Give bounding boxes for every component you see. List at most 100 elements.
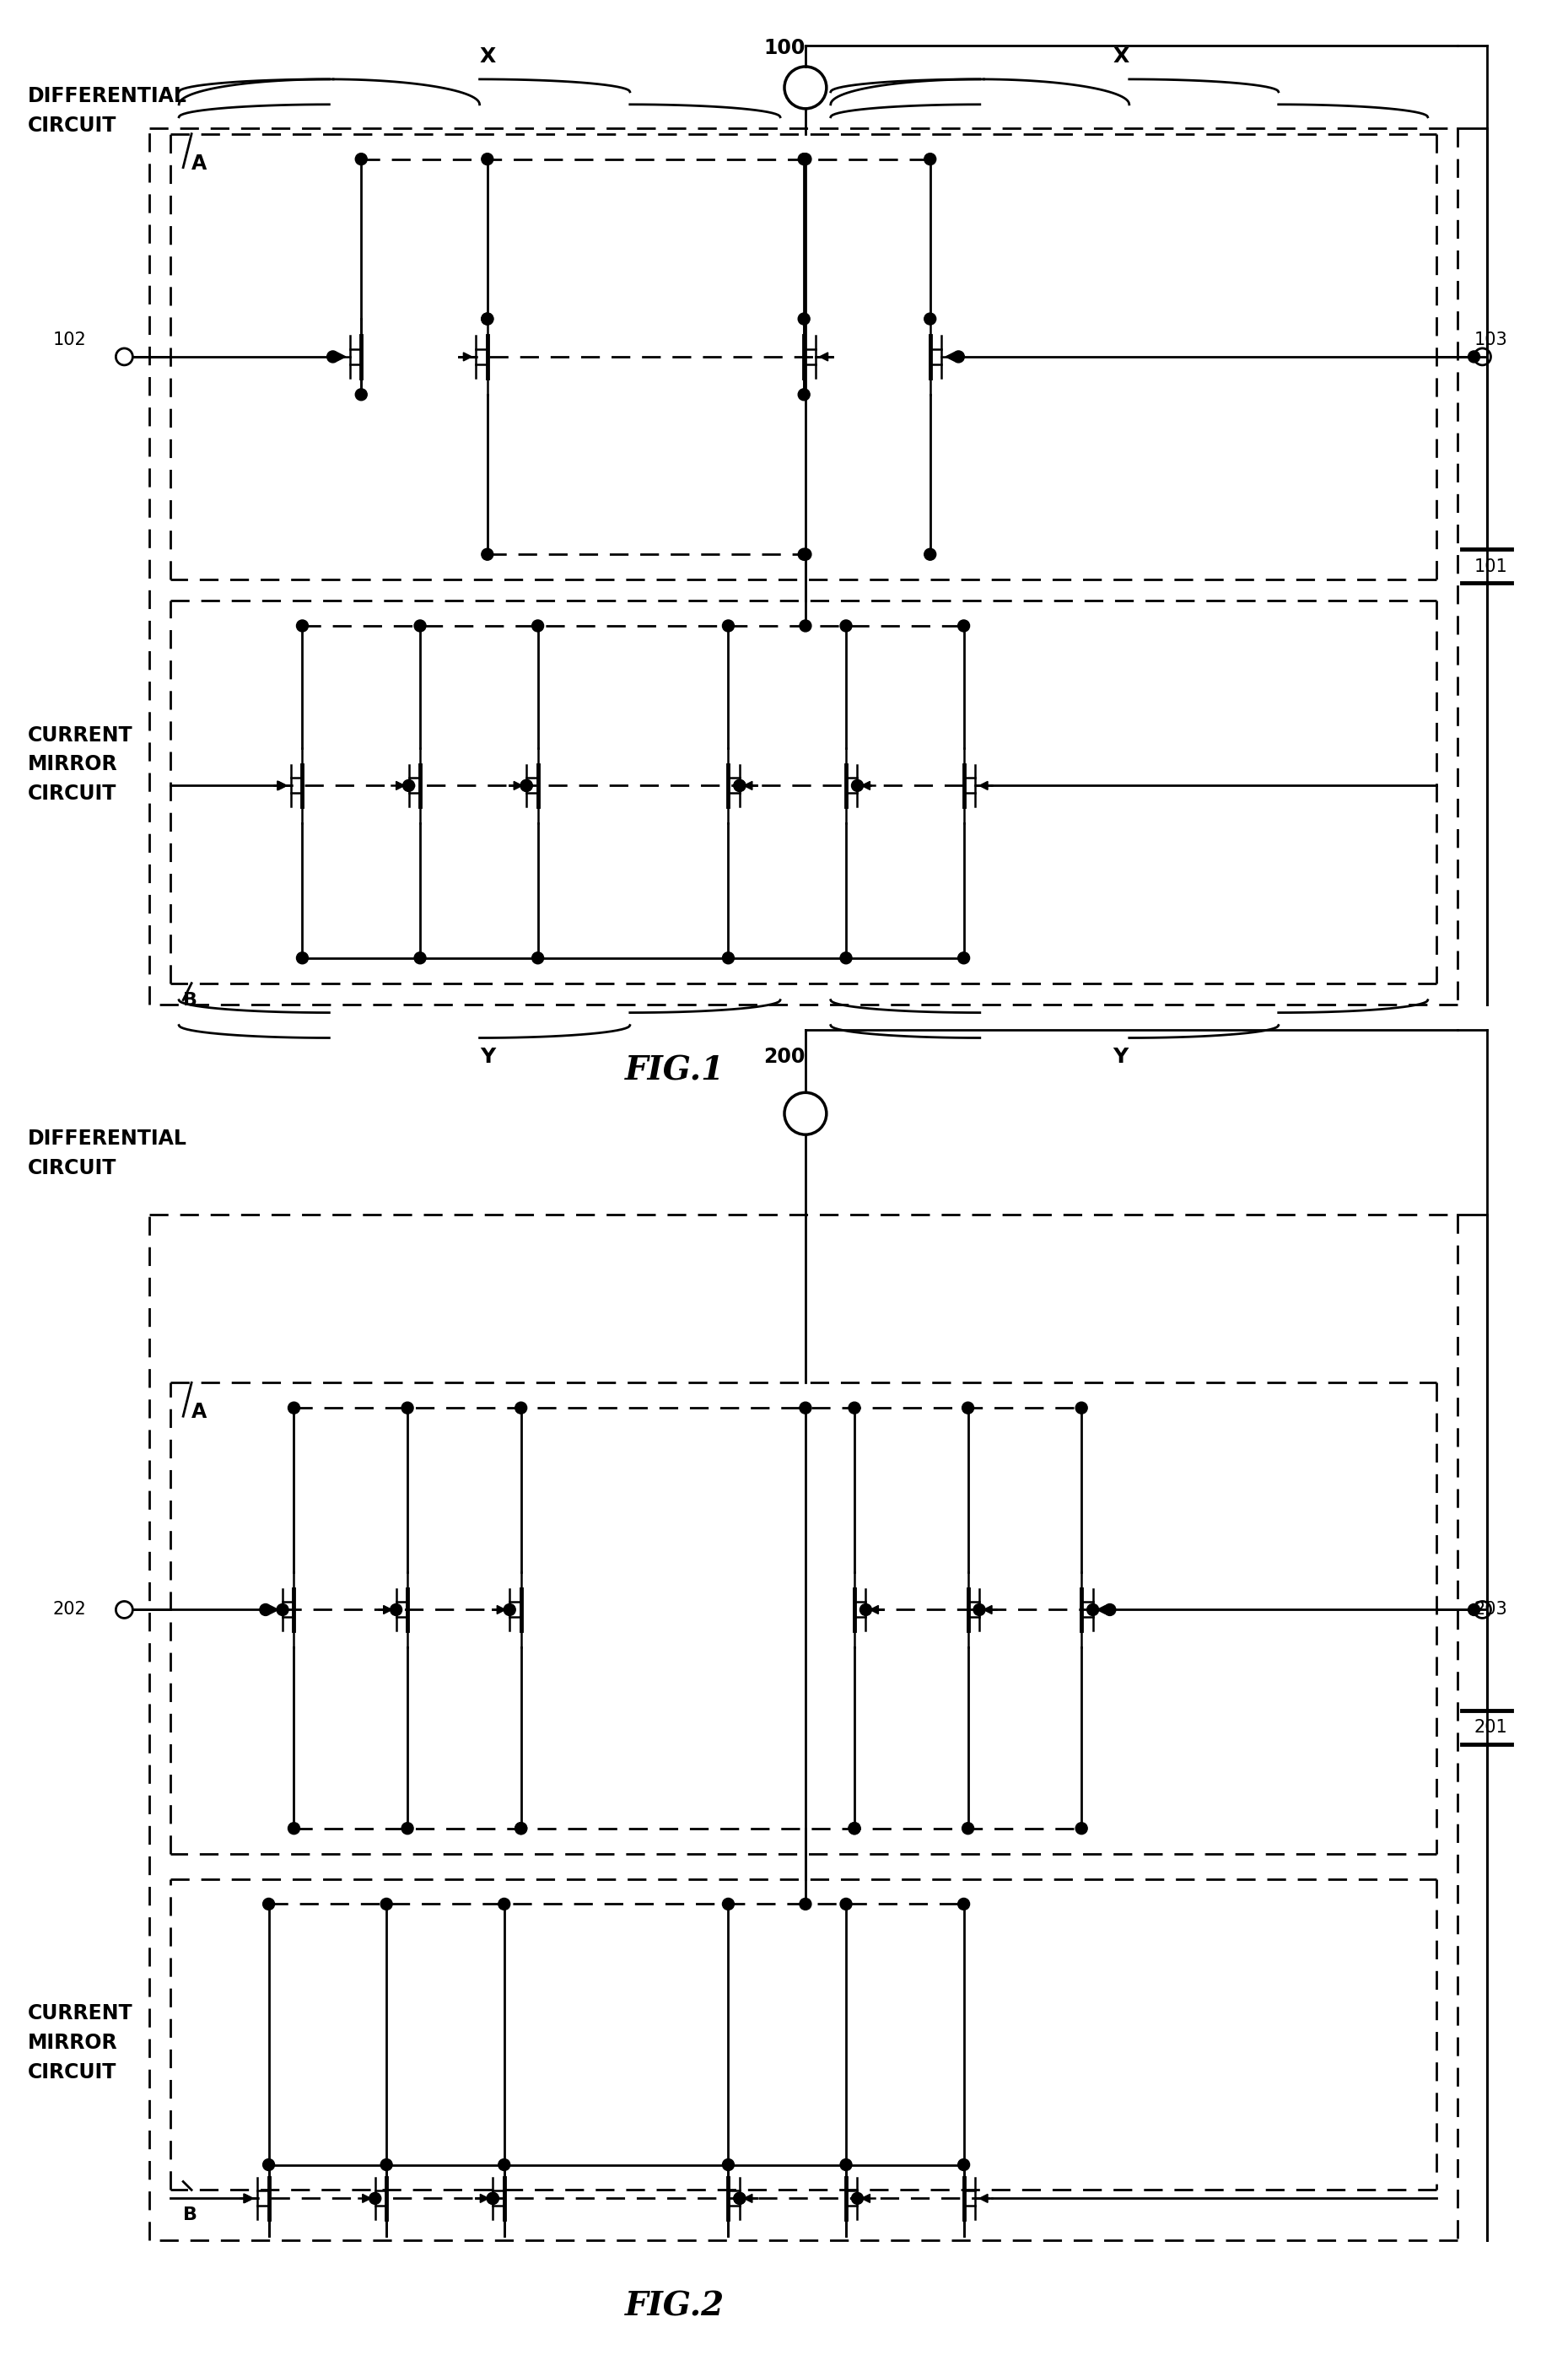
Circle shape	[414, 621, 426, 632]
Circle shape	[368, 2192, 381, 2204]
Circle shape	[532, 951, 544, 963]
Circle shape	[401, 1402, 414, 1414]
Polygon shape	[983, 1605, 993, 1614]
Circle shape	[734, 779, 745, 791]
Circle shape	[723, 951, 734, 963]
Polygon shape	[946, 352, 953, 361]
Text: A: A	[191, 153, 207, 172]
Polygon shape	[362, 2195, 372, 2202]
Circle shape	[276, 1605, 289, 1617]
Circle shape	[481, 153, 494, 165]
Circle shape	[532, 621, 544, 632]
Circle shape	[840, 2159, 851, 2171]
Circle shape	[723, 1897, 734, 1909]
Circle shape	[924, 548, 936, 559]
Polygon shape	[870, 1605, 878, 1614]
Circle shape	[401, 1822, 414, 1834]
Circle shape	[521, 779, 533, 791]
Polygon shape	[384, 1605, 392, 1614]
Polygon shape	[397, 781, 405, 791]
Circle shape	[840, 1897, 851, 1909]
Circle shape	[1468, 352, 1480, 363]
Text: MIRROR: MIRROR	[28, 2032, 118, 2053]
Polygon shape	[980, 781, 988, 791]
Polygon shape	[820, 352, 828, 361]
Circle shape	[798, 153, 809, 165]
Text: B: B	[183, 991, 198, 1008]
Circle shape	[1076, 1402, 1087, 1414]
Polygon shape	[480, 2195, 489, 2202]
Polygon shape	[1098, 1605, 1105, 1614]
Text: CIRCUIT: CIRCUIT	[28, 116, 116, 135]
Circle shape	[734, 2192, 745, 2204]
Text: MIRROR: MIRROR	[28, 755, 118, 774]
Text: DIFFERENTIAL: DIFFERENTIAL	[28, 1128, 187, 1149]
Text: A: A	[191, 1402, 207, 1423]
Circle shape	[924, 153, 936, 165]
Circle shape	[516, 1822, 527, 1834]
Circle shape	[328, 352, 339, 363]
Polygon shape	[245, 2195, 252, 2202]
Circle shape	[1076, 1822, 1087, 1834]
Circle shape	[488, 2192, 499, 2204]
Circle shape	[734, 2192, 745, 2204]
Circle shape	[356, 389, 367, 401]
Circle shape	[800, 153, 811, 165]
Circle shape	[723, 2159, 734, 2171]
Circle shape	[481, 548, 494, 559]
Circle shape	[859, 1605, 872, 1617]
Circle shape	[974, 1605, 985, 1617]
Circle shape	[488, 2192, 499, 2204]
Polygon shape	[243, 2195, 252, 2202]
Circle shape	[390, 1605, 401, 1617]
Text: X: X	[480, 47, 495, 66]
Circle shape	[953, 352, 964, 363]
Circle shape	[381, 1897, 392, 1909]
Circle shape	[840, 621, 851, 632]
Text: FIG.2: FIG.2	[626, 2292, 724, 2322]
Circle shape	[734, 779, 745, 791]
Polygon shape	[861, 781, 870, 791]
Circle shape	[848, 1402, 861, 1414]
Circle shape	[963, 1822, 974, 1834]
Circle shape	[263, 2159, 274, 2171]
Circle shape	[848, 1822, 861, 1834]
Text: FIG.1: FIG.1	[626, 1055, 724, 1086]
Text: CIRCUIT: CIRCUIT	[28, 2063, 116, 2082]
Text: X: X	[1113, 47, 1129, 66]
Circle shape	[723, 621, 734, 632]
Circle shape	[963, 1402, 974, 1414]
Circle shape	[499, 2159, 510, 2171]
Text: DIFFERENTIAL: DIFFERENTIAL	[28, 85, 187, 106]
Circle shape	[958, 621, 969, 632]
Circle shape	[851, 779, 864, 791]
Circle shape	[481, 314, 494, 326]
Text: Y: Y	[1113, 1048, 1129, 1067]
Text: 201: 201	[1474, 1718, 1507, 1737]
Circle shape	[503, 1605, 516, 1617]
Circle shape	[924, 314, 936, 326]
Circle shape	[381, 2159, 392, 2171]
Text: B: B	[183, 2207, 198, 2223]
Text: CURRENT: CURRENT	[28, 2004, 133, 2023]
Circle shape	[356, 153, 367, 165]
Circle shape	[798, 314, 809, 326]
Circle shape	[800, 1897, 811, 1909]
Circle shape	[516, 1822, 527, 1834]
Polygon shape	[743, 781, 753, 791]
Circle shape	[1104, 1605, 1116, 1617]
Text: CIRCUIT: CIRCUIT	[28, 1159, 116, 1178]
Polygon shape	[279, 781, 287, 791]
Polygon shape	[861, 2195, 870, 2202]
Polygon shape	[743, 2195, 753, 2202]
Text: 202: 202	[53, 1602, 86, 1619]
Circle shape	[260, 1605, 271, 1617]
Polygon shape	[278, 781, 287, 791]
Circle shape	[481, 314, 494, 326]
Circle shape	[414, 951, 426, 963]
Polygon shape	[270, 1605, 279, 1614]
Circle shape	[1087, 1605, 1099, 1617]
Polygon shape	[464, 352, 472, 361]
Text: 203: 203	[1474, 1602, 1507, 1619]
Circle shape	[840, 951, 851, 963]
